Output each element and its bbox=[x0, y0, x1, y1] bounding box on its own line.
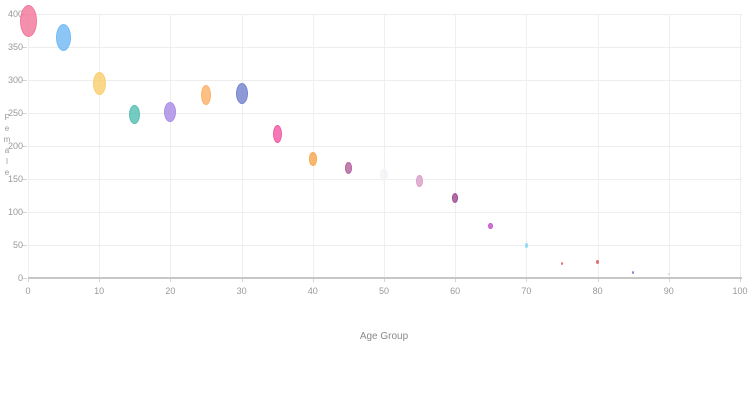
y-gridline bbox=[28, 113, 742, 114]
data-bubble[interactable] bbox=[308, 152, 318, 167]
x-axis-tick-label: 20 bbox=[165, 286, 176, 296]
x-tick-mark bbox=[241, 278, 243, 282]
x-tick-mark bbox=[28, 278, 29, 282]
x-axis-tick-label: 10 bbox=[94, 286, 105, 296]
data-bubble[interactable] bbox=[19, 4, 37, 37]
y-tick-mark bbox=[22, 212, 27, 213]
y-tick-mark bbox=[22, 47, 27, 48]
data-bubble[interactable] bbox=[344, 162, 353, 175]
y-gridline bbox=[28, 47, 742, 48]
x-tick-mark bbox=[455, 278, 457, 282]
y-axis-tick-label: 150 bbox=[7, 174, 23, 184]
y-tick-mark bbox=[22, 146, 27, 147]
data-bubble[interactable] bbox=[524, 243, 529, 248]
x-axis-line bbox=[28, 277, 742, 279]
y-tick-mark bbox=[22, 113, 27, 114]
x-axis-tick-label: 70 bbox=[521, 286, 532, 296]
data-bubble[interactable] bbox=[488, 222, 494, 230]
y-axis-tick-label: 250 bbox=[7, 108, 23, 118]
x-tick-mark bbox=[740, 278, 741, 282]
y-axis-tick-label: 200 bbox=[7, 141, 23, 151]
y-axis-tick-label: 300 bbox=[7, 75, 23, 85]
x-axis-tick-label: 30 bbox=[236, 286, 247, 296]
x-axis-tick-label: 100 bbox=[732, 286, 748, 296]
data-bubble[interactable] bbox=[380, 168, 388, 182]
data-bubble[interactable] bbox=[596, 260, 599, 264]
x-axis-tick-label: 90 bbox=[663, 286, 674, 296]
y-axis-tick-label: 100 bbox=[7, 207, 23, 217]
x-tick-mark bbox=[99, 278, 101, 282]
x-axis-title: Age Group bbox=[359, 331, 409, 342]
y-axis-tick-label: 350 bbox=[7, 42, 23, 52]
x-axis-tick-label: 0 bbox=[25, 286, 31, 296]
x-axis-tick-label: 80 bbox=[592, 286, 603, 296]
y-tick-mark bbox=[22, 245, 27, 246]
y-gridline bbox=[28, 80, 742, 81]
y-tick-mark bbox=[22, 278, 27, 279]
x-tick-mark bbox=[312, 278, 314, 282]
y-gridline bbox=[28, 14, 742, 15]
x-tick-mark bbox=[597, 278, 599, 282]
y-gridline bbox=[28, 245, 742, 246]
x-axis-tick-label: 50 bbox=[378, 286, 389, 296]
data-bubble[interactable] bbox=[272, 124, 282, 144]
x-tick-mark bbox=[384, 278, 385, 282]
data-bubble[interactable] bbox=[560, 261, 564, 266]
y-axis-tick-label: 50 bbox=[12, 240, 23, 250]
x-axis-tick-label: 40 bbox=[307, 286, 318, 296]
y-tick-mark bbox=[22, 179, 27, 180]
data-bubble[interactable] bbox=[451, 193, 459, 204]
x-tick-mark bbox=[526, 278, 528, 282]
data-bubble[interactable] bbox=[129, 104, 141, 124]
y-gridline bbox=[28, 212, 742, 213]
y-tick-mark bbox=[22, 80, 27, 81]
y-gridline bbox=[28, 146, 742, 147]
data-bubble[interactable] bbox=[667, 272, 670, 276]
y-axis-title: Female bbox=[2, 113, 12, 179]
data-bubble[interactable] bbox=[56, 23, 72, 51]
x-tick-mark bbox=[170, 278, 172, 282]
data-bubble[interactable] bbox=[92, 71, 106, 95]
x-tick-mark bbox=[668, 278, 670, 282]
data-bubble[interactable] bbox=[416, 174, 424, 188]
data-bubble[interactable] bbox=[201, 85, 211, 106]
data-bubble[interactable] bbox=[632, 270, 635, 274]
y-axis-tick-label: 0 bbox=[17, 273, 23, 283]
data-bubble[interactable] bbox=[164, 102, 177, 123]
y-axis-tick-label: 400 bbox=[7, 9, 23, 19]
x-axis-tick-label: 60 bbox=[450, 286, 461, 296]
data-bubble[interactable] bbox=[235, 82, 248, 104]
